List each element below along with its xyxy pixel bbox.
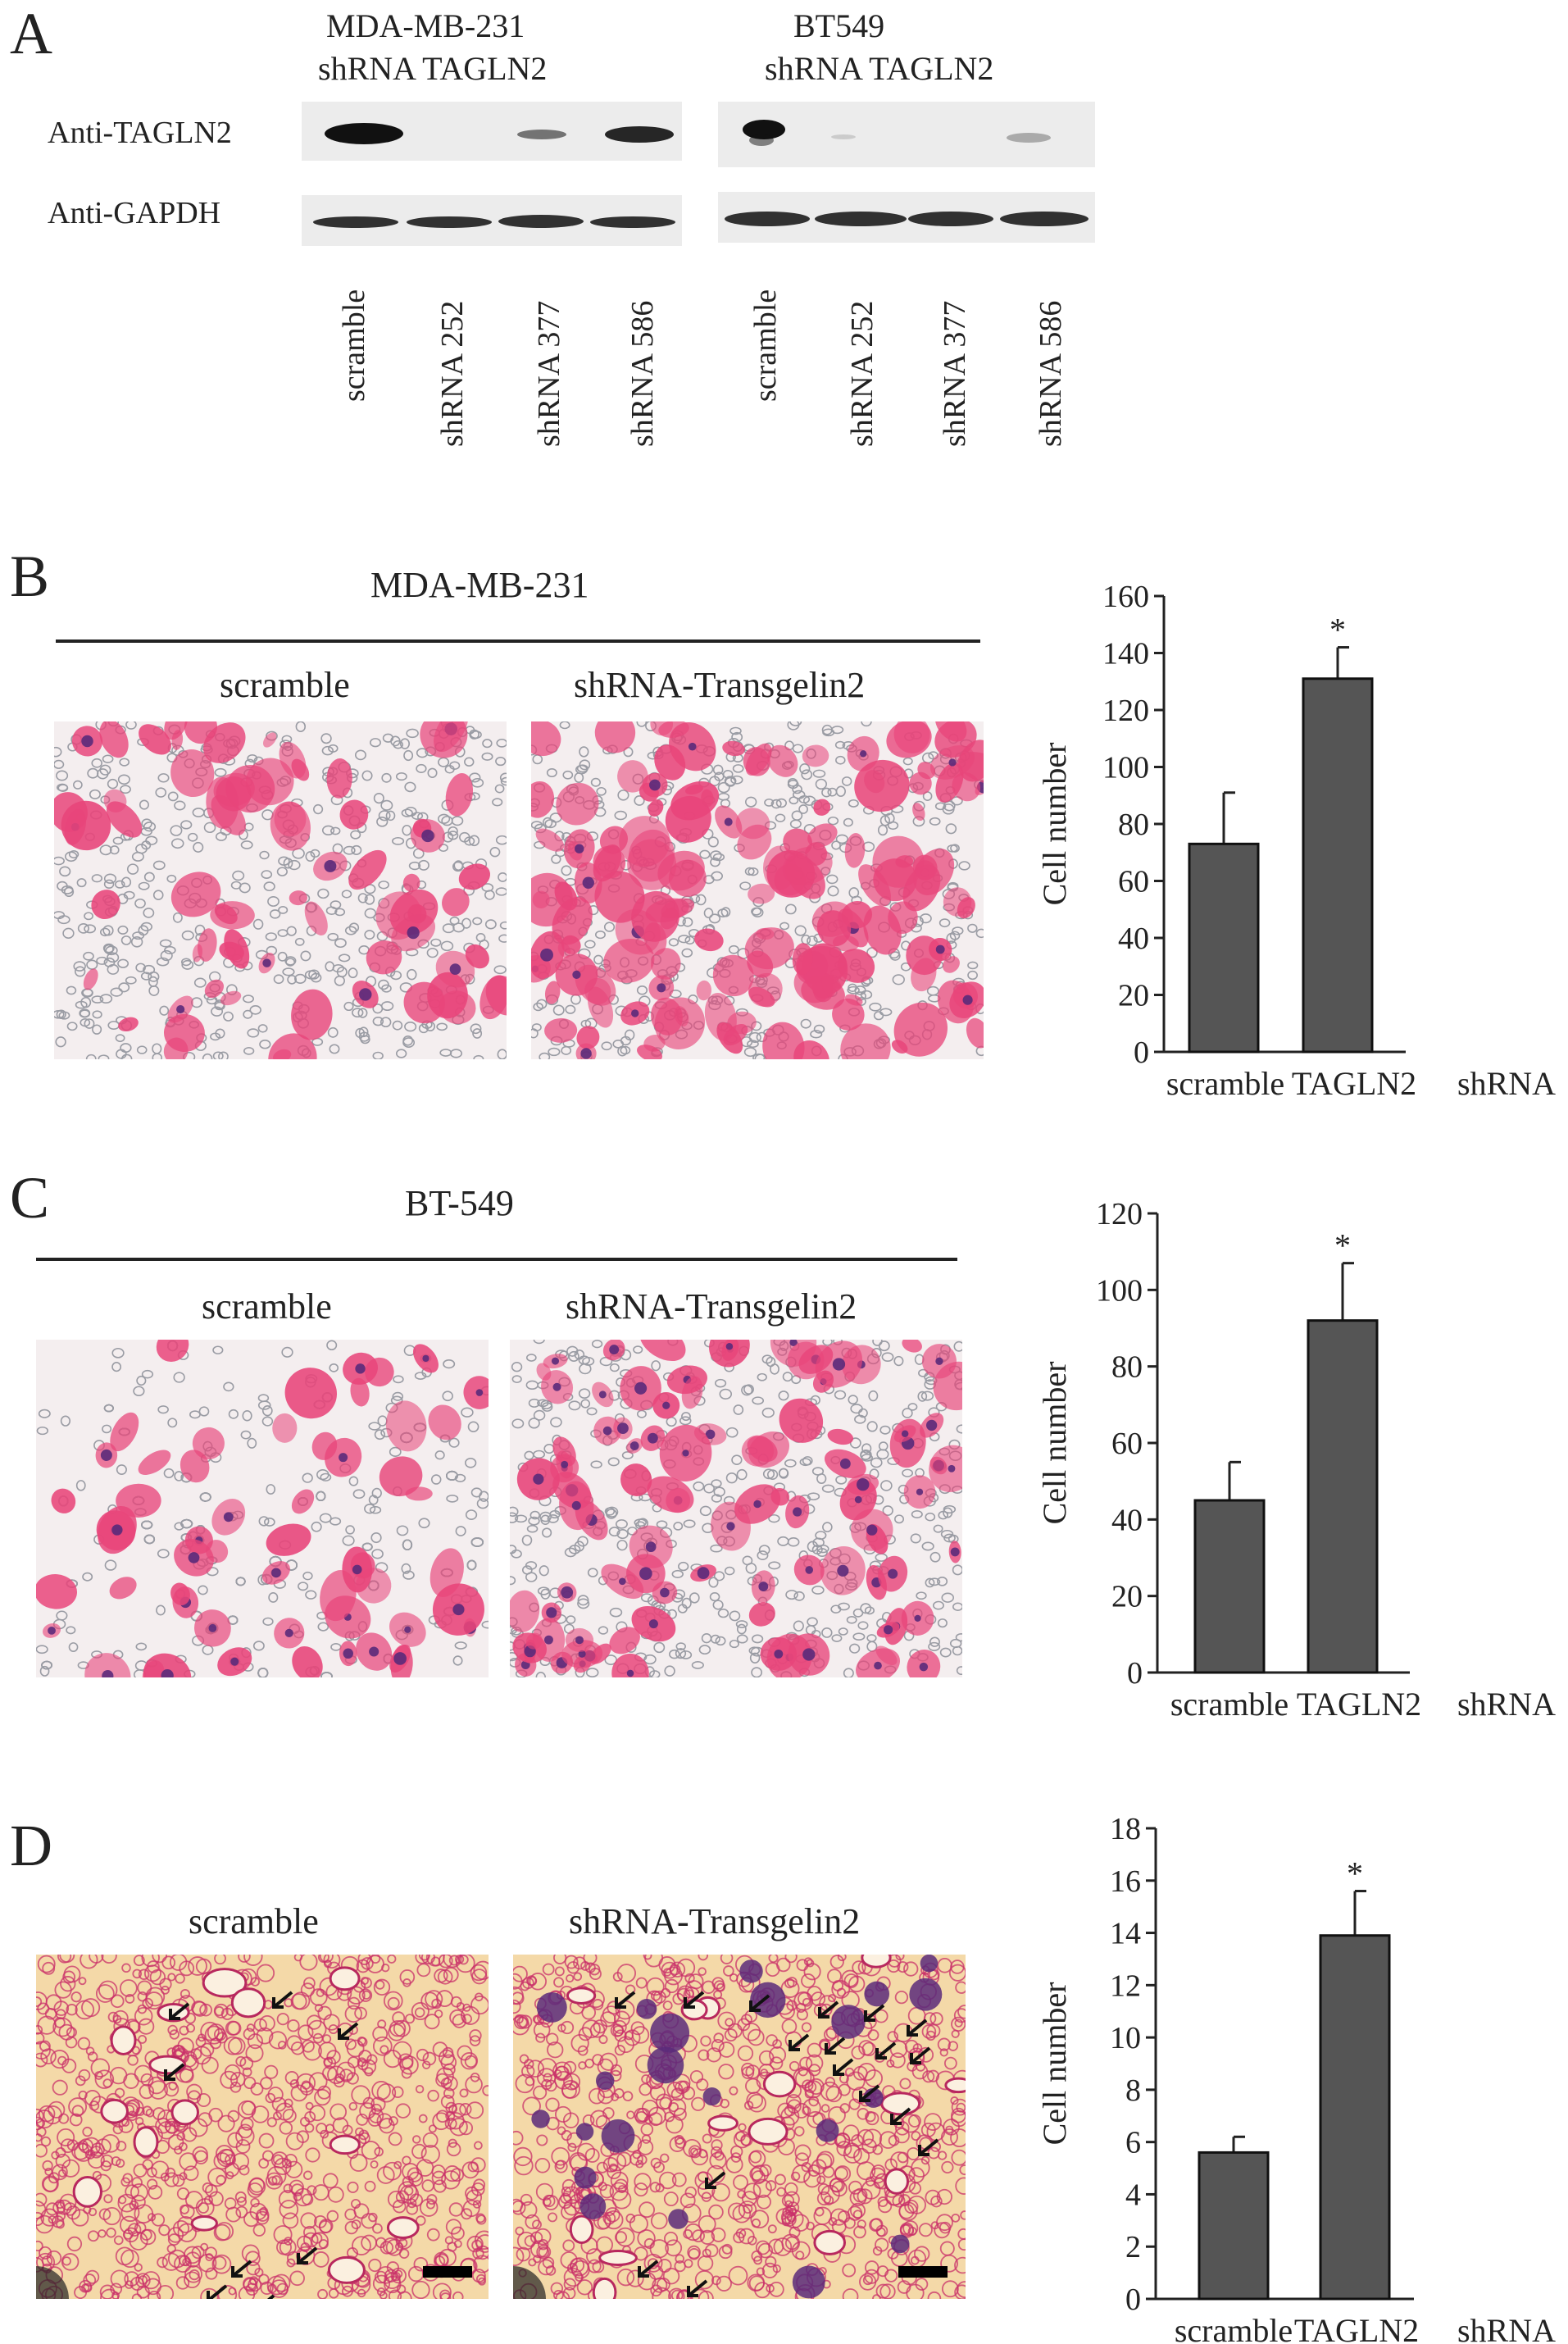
y-tick-label: 2 [1125, 2230, 1141, 2264]
bar [1319, 1934, 1391, 2301]
y-axis-label: Cell number [1036, 1362, 1073, 1525]
y-tick-label: 40 [1111, 1503, 1143, 1537]
lane-label-bt-377: shRNA 377 [938, 300, 972, 447]
bar [1188, 842, 1260, 1054]
lane-label-mda-252: shRNA 252 [435, 300, 470, 447]
y-tick-label: 80 [1118, 808, 1149, 842]
significance-marker: * [1329, 612, 1346, 649]
scale-bar-left [423, 2266, 472, 2278]
x-category-label: scramble [1175, 2312, 1293, 2344]
significance-marker: * [1334, 1227, 1351, 1264]
x-category-label: TAGLN2 [1297, 1686, 1421, 1723]
bar [1307, 1319, 1379, 1674]
y-tick-label: 4 [1125, 2178, 1141, 2212]
panel-b-rule [56, 639, 980, 643]
x-category-label: scramble [1166, 1065, 1284, 1102]
scale-bar-right [898, 2266, 948, 2278]
blot-row-label-tagln2: Anti-TAGLN2 [48, 116, 232, 150]
blot-tagln2-bt549 [718, 102, 1095, 167]
x-category-suffix: shRNA [1457, 1686, 1556, 1723]
panel-c-left-label: scramble [202, 1286, 332, 1327]
x-category-suffix: shRNA [1457, 2312, 1556, 2344]
blot-gapdh-mda [302, 195, 682, 246]
y-tick-label: 0 [1127, 1656, 1143, 1691]
blot-tagln2-mda [302, 102, 682, 161]
lane-label-mda-586: shRNA 586 [625, 300, 660, 447]
group2-title-line1: BT549 [793, 7, 885, 44]
panel-b-bar-chart: 0 20 40 60 80 100 120 140 160 Cell number scramble… [1036, 580, 1556, 1102]
bar [1302, 677, 1374, 1054]
y-tick-label: 160 [1102, 580, 1149, 614]
y-tick-label: 20 [1118, 979, 1149, 1013]
y-tick-label: 14 [1110, 1917, 1141, 1951]
bar [1193, 1499, 1266, 1674]
panel-c-letter: C [10, 1165, 50, 1231]
bar [1198, 2151, 1270, 2301]
x-category-label: scramble [1170, 1686, 1288, 1723]
y-tick-label: 0 [1125, 2283, 1141, 2317]
panel-c-micrograph-shrna [510, 1340, 962, 1677]
group1-title-line1: MDA-MB-231 [326, 7, 525, 44]
group1-title-line2: shRNA TAGLN2 [318, 50, 548, 87]
panel-d-lung-section-shrna [513, 1955, 966, 2299]
panel-b-left-label: scramble [220, 665, 350, 705]
lane-label-mda-scramble: scramble [337, 289, 371, 402]
panel-d-lung-section-scramble [36, 1955, 489, 2299]
x-category-suffix: shRNA [1457, 1065, 1556, 1102]
y-tick-label: 100 [1096, 1273, 1143, 1308]
y-tick-label: 20 [1111, 1580, 1143, 1614]
panel-c-rule [36, 1258, 957, 1261]
x-category-label: TAGLN2 [1292, 1065, 1416, 1102]
x-category-label: TAGLN2 [1294, 2312, 1419, 2344]
lane-label-bt-586: shRNA 586 [1034, 300, 1068, 447]
y-tick-label: 6 [1125, 2126, 1141, 2160]
panel-a-letter: A [10, 1, 52, 66]
y-tick-label: 10 [1110, 2021, 1141, 2055]
panel-d-letter: D [10, 1813, 52, 1878]
y-tick-label: 0 [1134, 1035, 1149, 1070]
lane-label-bt-scramble: scramble [748, 289, 783, 402]
y-tick-label: 80 [1111, 1350, 1143, 1385]
y-tick-label: 120 [1096, 1197, 1143, 1231]
panel-d-left-label: scramble [189, 1901, 319, 1941]
panel-d-bar-chart: 0 2 4 6 8 10 12 14 16 18 Cell number scramble * TAGLN… [1036, 1812, 1556, 2344]
y-tick-label: 18 [1110, 1812, 1141, 1846]
panel-c-right-label: shRNA-Transgelin2 [566, 1286, 857, 1327]
panel-b-title: MDA-MB-231 [370, 565, 589, 605]
panel-b-micrograph-scramble [54, 721, 507, 1059]
y-tick-label: 40 [1118, 922, 1149, 956]
y-tick-label: 140 [1102, 637, 1149, 671]
panel-b-right-label: shRNA-Transgelin2 [574, 665, 866, 705]
y-axis-label: Cell number [1036, 743, 1073, 906]
y-tick-label: 100 [1102, 751, 1149, 785]
panel-c-title: BT-549 [405, 1183, 514, 1223]
panel-c-micrograph-scramble [36, 1340, 489, 1677]
y-tick-label: 60 [1118, 865, 1149, 899]
significance-marker: * [1347, 1855, 1363, 1892]
y-tick-label: 60 [1111, 1427, 1143, 1461]
panel-b-letter: B [10, 544, 50, 609]
y-tick-label: 120 [1102, 694, 1149, 728]
blot-gapdh-bt549 [718, 192, 1095, 243]
lane-label-bt-252: shRNA 252 [845, 300, 879, 447]
y-axis-label: Cell number [1036, 1982, 1073, 2146]
y-tick-label: 12 [1110, 1969, 1141, 2003]
y-tick-label: 8 [1125, 2073, 1141, 2108]
lane-label-mda-377: shRNA 377 [532, 300, 566, 447]
panel-d-right-label: shRNA-Transgelin2 [569, 1901, 861, 1941]
y-tick-label: 16 [1110, 1864, 1141, 1899]
panel-c-bar-chart: 0 20 40 60 80 100 120 Cell number scramble * TAGLN… [1036, 1197, 1556, 1723]
panel-b-micrograph-shrna [531, 721, 984, 1059]
blot-row-label-gapdh: Anti-GAPDH [48, 196, 221, 230]
group2-title-line2: shRNA TAGLN2 [765, 50, 994, 87]
